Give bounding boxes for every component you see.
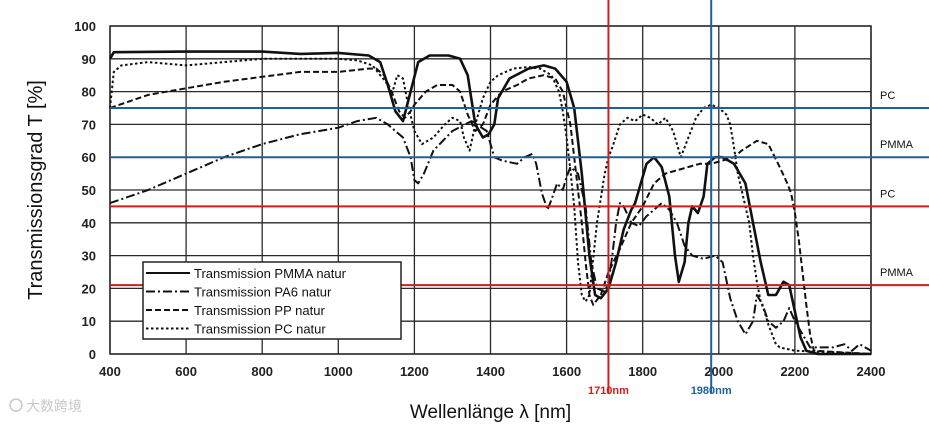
reference-line-label: 1710nm — [588, 385, 629, 397]
legend-entry-4: Transmission PC natur — [194, 322, 326, 337]
y-tick-label: 30 — [82, 249, 96, 264]
reference-line-label: PMMA — [880, 267, 914, 279]
reference-line-label: 1980nm — [691, 385, 732, 397]
x-tick-label: 2400 — [857, 364, 886, 379]
legend-entry-2: Transmission PA6 natur — [194, 285, 332, 300]
x-tick-label: 1400 — [476, 364, 505, 379]
y-tick-label: 80 — [82, 85, 96, 100]
y-tick-label: 60 — [82, 150, 96, 165]
y-tick-label: 0 — [89, 347, 96, 362]
reference-line-label: PC — [880, 90, 895, 102]
reference-line-label: PMMA — [880, 139, 914, 151]
y-tick-label: 100 — [74, 19, 96, 34]
x-tick-label: 600 — [175, 364, 197, 379]
x-tick-label: 1600 — [552, 364, 581, 379]
x-tick-label: 400 — [99, 364, 121, 379]
y-tick-label: 10 — [82, 314, 96, 329]
series-line-3 — [109, 67, 872, 355]
y-tick-label: 70 — [82, 117, 96, 132]
x-tick-label: 2000 — [704, 364, 733, 379]
y-tick-label: 20 — [82, 281, 96, 296]
y-tick-label: 50 — [82, 183, 96, 198]
watermark-text: 大数跨境 — [26, 398, 82, 414]
x-tick-label: 1800 — [628, 364, 657, 379]
x-tick-label: 2200 — [780, 364, 809, 379]
y-tick-label: 90 — [82, 52, 96, 67]
x-tick-label: 1200 — [400, 364, 429, 379]
legend-entry-1: Transmission PMMA natur — [194, 266, 347, 281]
reference-line-label: PC — [880, 188, 895, 200]
y-axis-label: Transmissionsgrad T [%] — [25, 80, 47, 300]
series-line-2 — [109, 116, 872, 352]
y-tick-label: 40 — [82, 216, 96, 231]
watermark-logo — [9, 398, 23, 412]
x-axis-label: Wellenlänge λ [nm] — [410, 402, 571, 423]
legend-box — [142, 261, 402, 340]
x-tick-label: 800 — [251, 364, 273, 379]
legend-entry-3: Transmission PP natur — [194, 303, 325, 318]
x-tick-label: 1000 — [324, 364, 353, 379]
